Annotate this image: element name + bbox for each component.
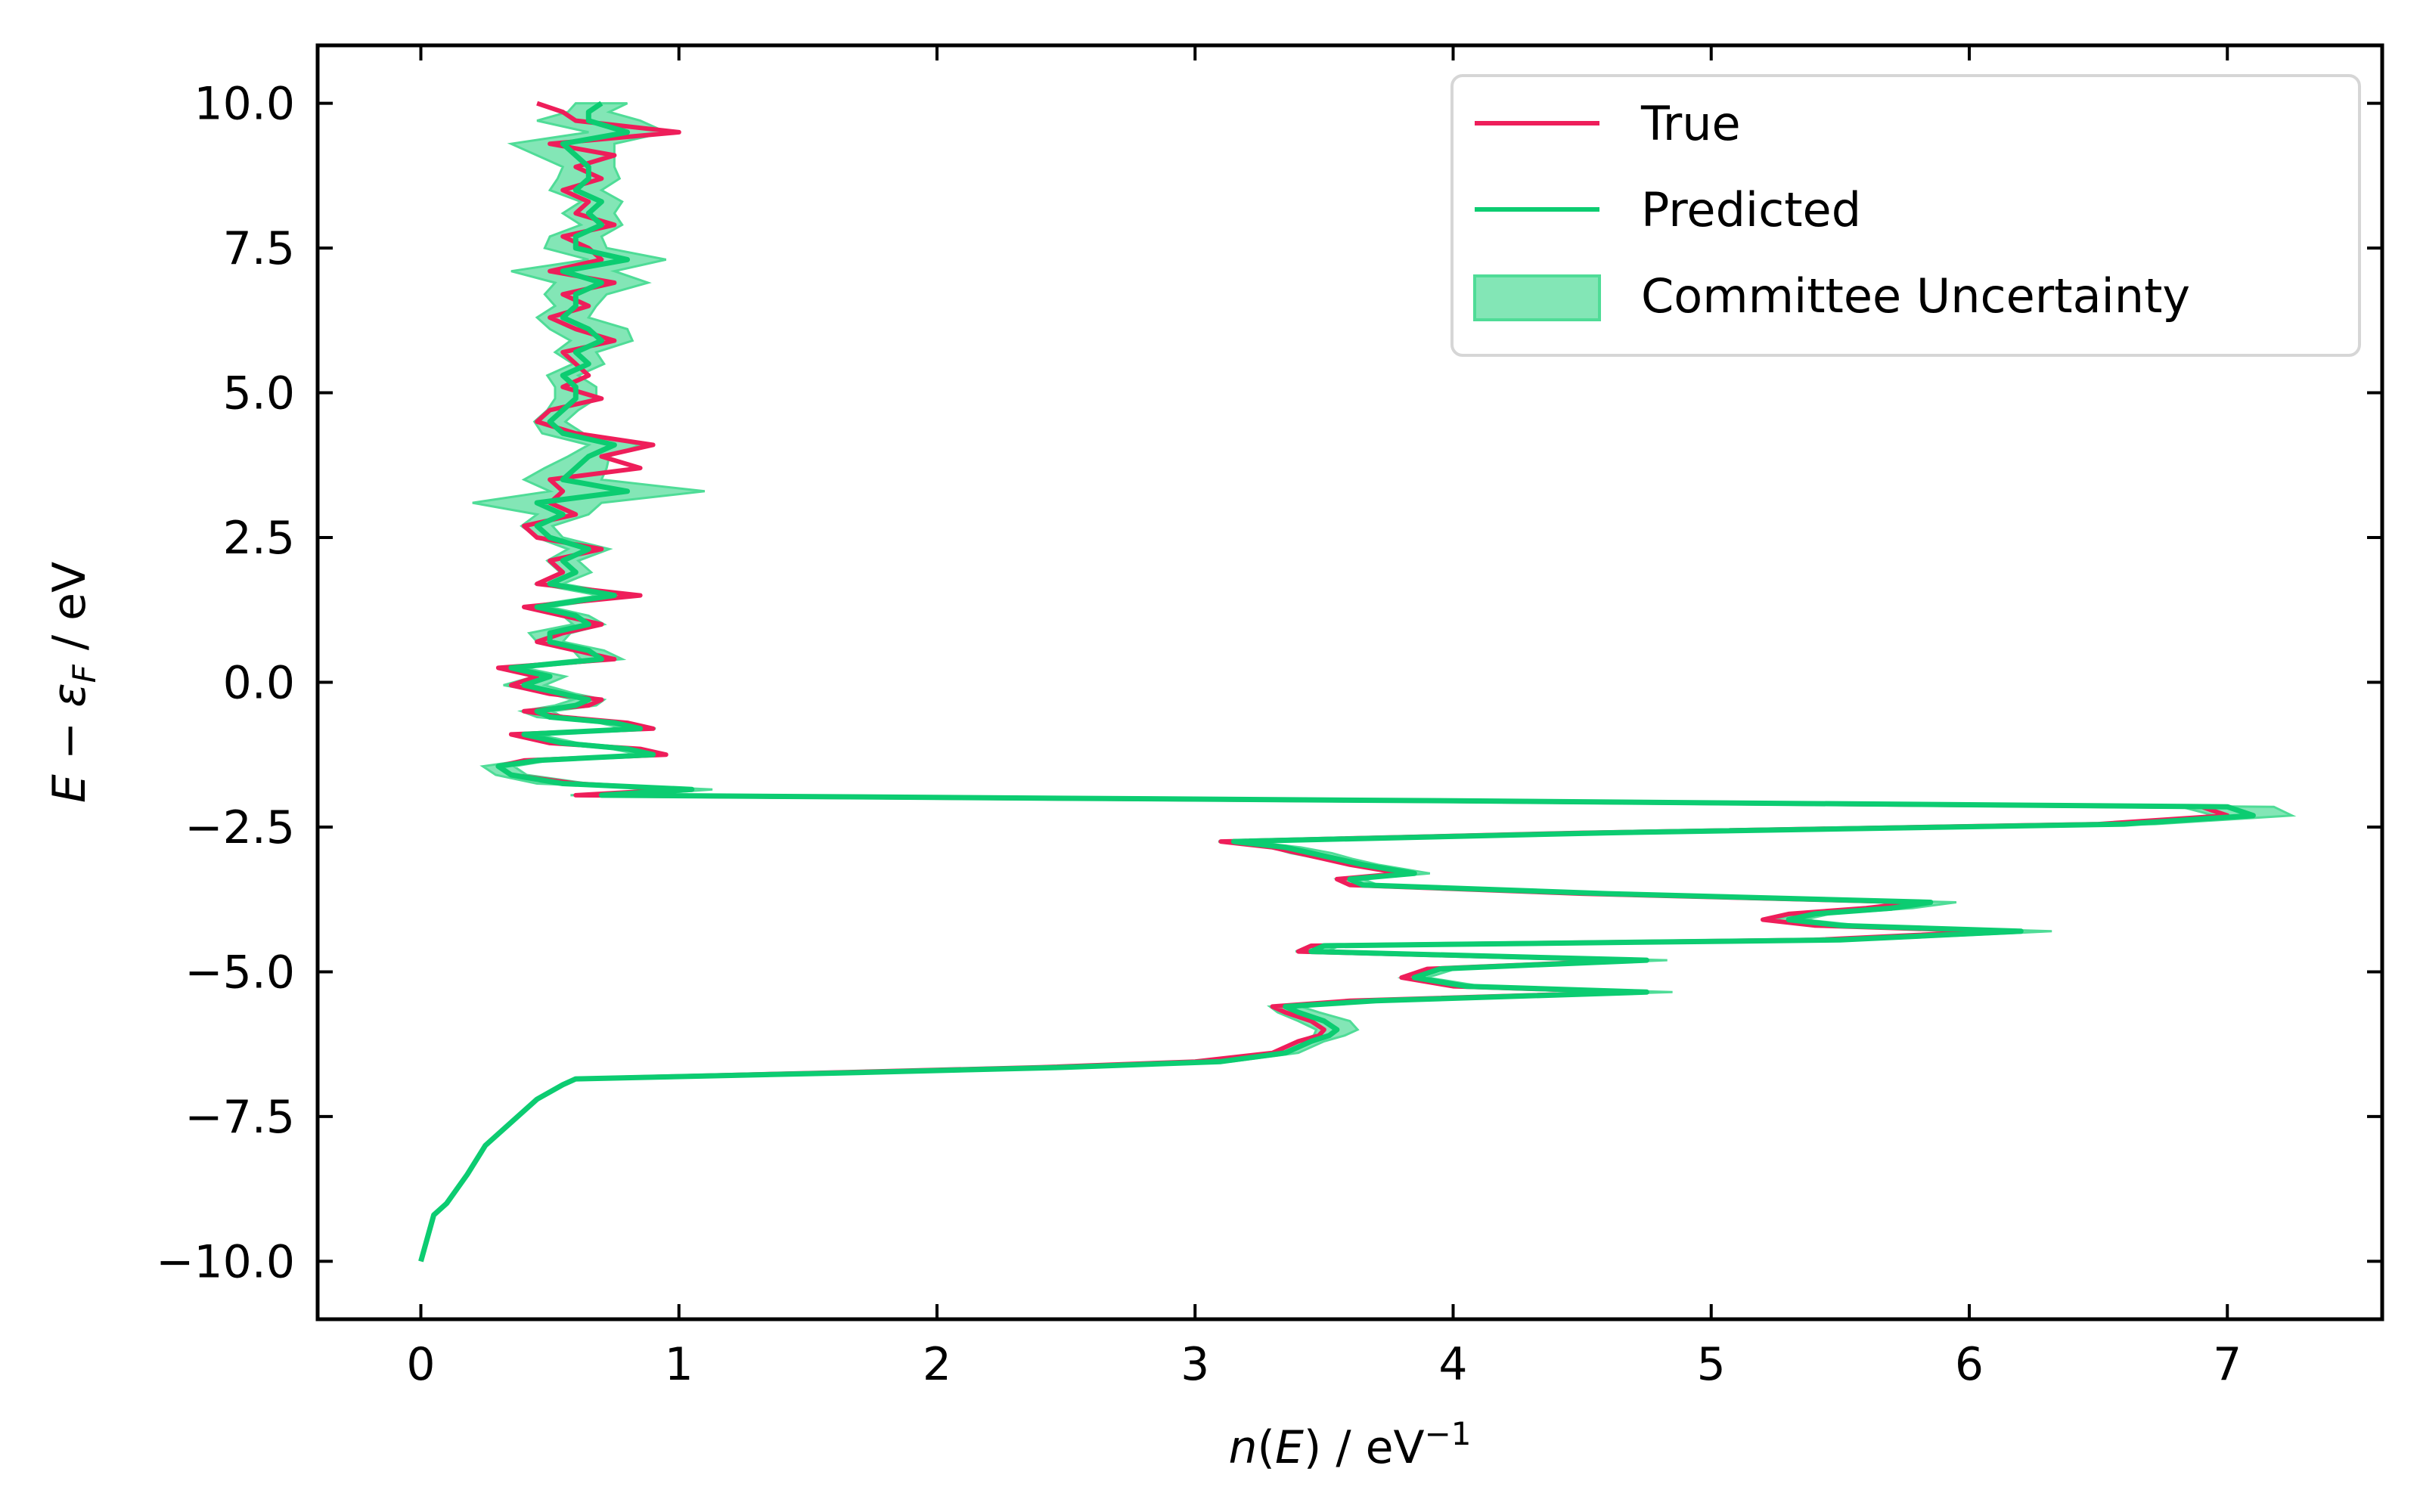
- y-tick-label: 5.0: [223, 367, 295, 420]
- axis-ticks: 0 1 2 3 4 5 6 7 10.0 7.5 5.0 2.5 0.0 −2.5 −5.0 −7.5 −10.…: [156, 45, 2382, 1391]
- x-tick-label: 5: [1697, 1338, 1726, 1391]
- legend-uncertainty-swatch: [1473, 274, 1601, 321]
- y-tick-label: 2.5: [223, 512, 295, 565]
- plot-frame: [315, 43, 2384, 1321]
- x-axis-label: n(E) / eV−1: [1228, 1415, 1471, 1474]
- legend-true-label: True: [1640, 96, 1741, 151]
- x-tick-label: 7: [2213, 1338, 2242, 1391]
- predicted-dos-line: [418, 101, 2256, 1263]
- y-axis-label: E − εF / eV: [43, 562, 103, 803]
- legend-predicted-label: Predicted: [1641, 182, 1861, 237]
- x-tick-label: 4: [1438, 1338, 1467, 1391]
- y-tick-label: 7.5: [223, 222, 295, 275]
- legend-uncertainty-label: Committee Uncertainty: [1641, 268, 2190, 324]
- x-tick-label: 1: [665, 1338, 693, 1391]
- y-tick-label: 10.0: [194, 78, 295, 131]
- x-tick-label: 6: [1955, 1338, 1984, 1391]
- legend-box: [1450, 74, 2361, 357]
- x-tick-label: 3: [1181, 1338, 1209, 1391]
- y-tick-label: −7.5: [185, 1091, 295, 1144]
- y-tick-label: −5.0: [185, 946, 295, 999]
- legend: True Predicted Committee Uncertainty: [1450, 74, 2361, 357]
- y-tick-label: 0.0: [223, 657, 295, 710]
- plot-area: [418, 101, 2297, 1263]
- x-tick-label: 0: [406, 1338, 435, 1391]
- plot-series: [418, 101, 2297, 1263]
- x-tick-label: 2: [923, 1338, 951, 1391]
- y-tick-label: −10.0: [156, 1235, 295, 1288]
- y-tick-label: −2.5: [185, 801, 295, 854]
